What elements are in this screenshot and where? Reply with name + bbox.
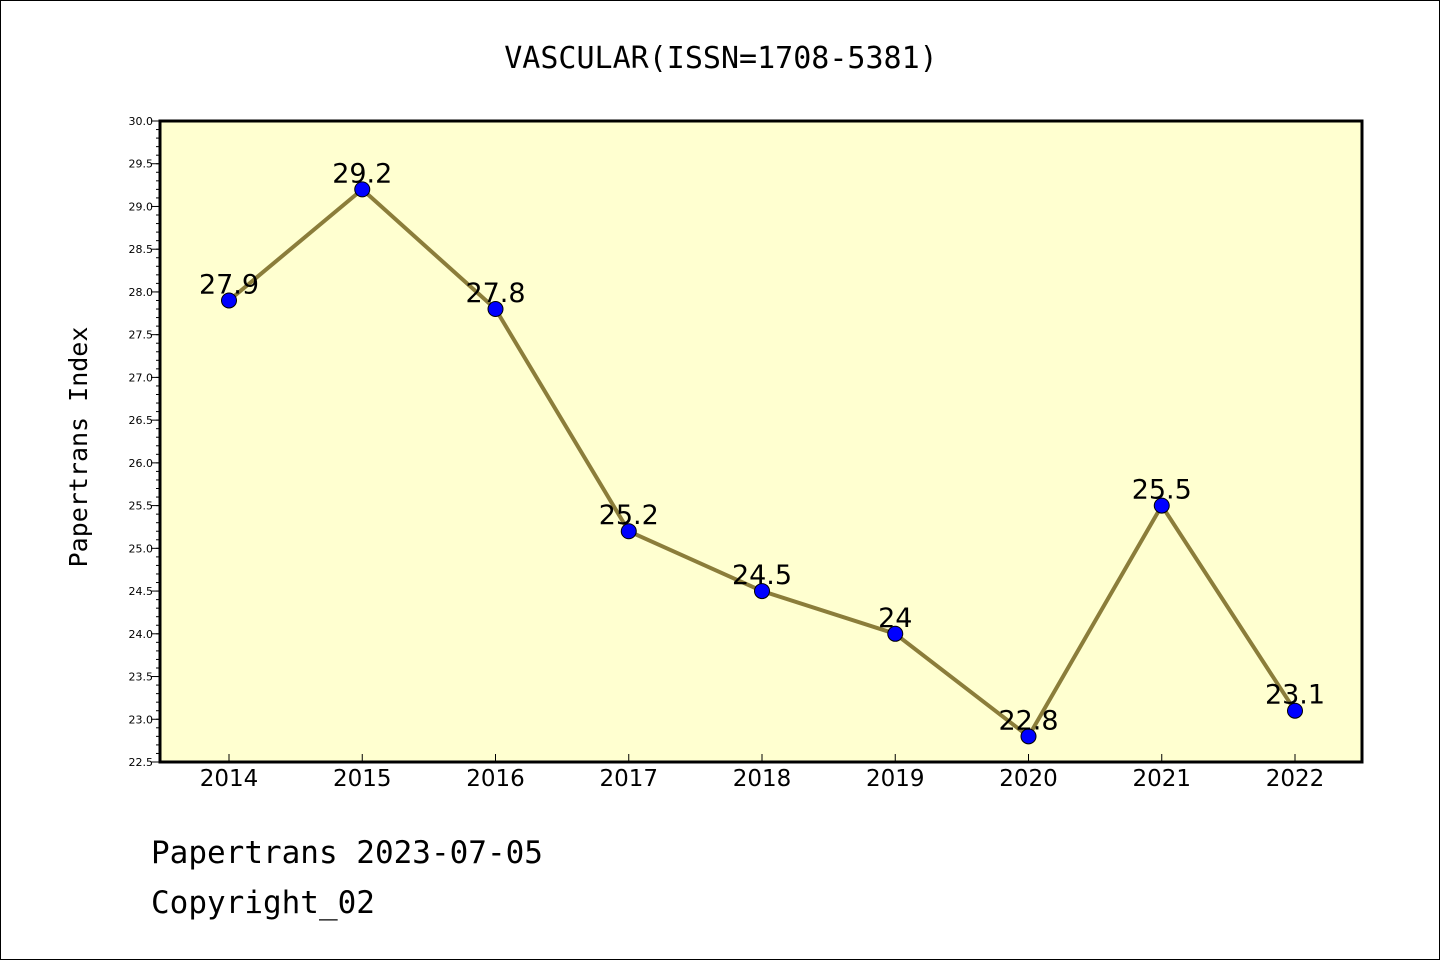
x-tick-label: 2015 [333,766,392,792]
x-tick-label: 2018 [733,766,792,792]
footer-date: Papertrans 2023-07-05 [151,835,543,871]
data-point [1020,728,1037,745]
data-label: 24.5 [732,560,792,591]
data-point [1287,702,1303,719]
x-axis: 2014 2015 2016 2017 2018 2019 2020 2021 2022 [200,754,1325,792]
data-label: 22.8 [998,705,1058,736]
data-point [754,583,770,600]
footer-copyright: Copyright_02 [151,885,375,921]
x-tick-label: 2014 [200,766,259,792]
x-tick-label: 2020 [999,766,1058,792]
y-tick-label: 23.0 [129,713,154,726]
data-label: 24 [878,603,912,634]
y-axis: 22.5 23.0 23.5 24.0 24.5 25.0 25.5 26.0 26.5 27.0… [129,115,160,769]
x-tick-label: 2017 [599,766,658,792]
data-point [1153,497,1170,514]
y-tick-label: 29.0 [129,200,154,213]
data-point [221,292,237,309]
x-tick-label: 2019 [866,766,925,792]
data-point [487,301,504,318]
y-tick-label: 25.5 [129,500,154,513]
data-label: 25.5 [1132,475,1192,506]
data-label: 27.8 [465,278,525,309]
y-tick-label: 23.5 [129,671,154,684]
y-tick-label: 26.5 [129,414,154,427]
x-tick-label: 2021 [1132,766,1191,792]
y-tick-label: 26.0 [129,457,154,470]
chart-title: VASCULAR(ISSN=1708-5381) [504,41,937,76]
y-tick-label: 29.5 [129,158,154,171]
data-label: 23.1 [1265,680,1325,711]
y-tick-label: 30.0 [129,115,154,128]
plot-area [158,119,1364,764]
data-point [887,625,904,642]
y-tick-label: 27.5 [129,329,154,342]
y-tick-label: 22.5 [129,756,154,769]
y-tick-label: 27.0 [129,371,154,384]
y-tick-label: 28.5 [129,243,154,256]
x-tick-label: 2022 [1266,766,1325,792]
series: 27.9 29.2 27.8 25.2 24.5 24 22.8 25.5 23.1 [199,158,1325,745]
data-label: 27.9 [199,269,259,300]
data-point [354,181,371,198]
y-tick-label: 24.5 [129,585,154,598]
data-label: 29.2 [332,158,392,189]
y-axis-label: Papertrans Index [64,327,93,568]
y-tick-label: 25.0 [129,542,154,555]
y-tick-label: 24.0 [129,628,154,641]
data-point [620,523,637,540]
data-label: 25.2 [599,500,659,531]
x-tick-label: 2016 [466,766,525,792]
y-tick-label: 28.0 [129,286,154,299]
